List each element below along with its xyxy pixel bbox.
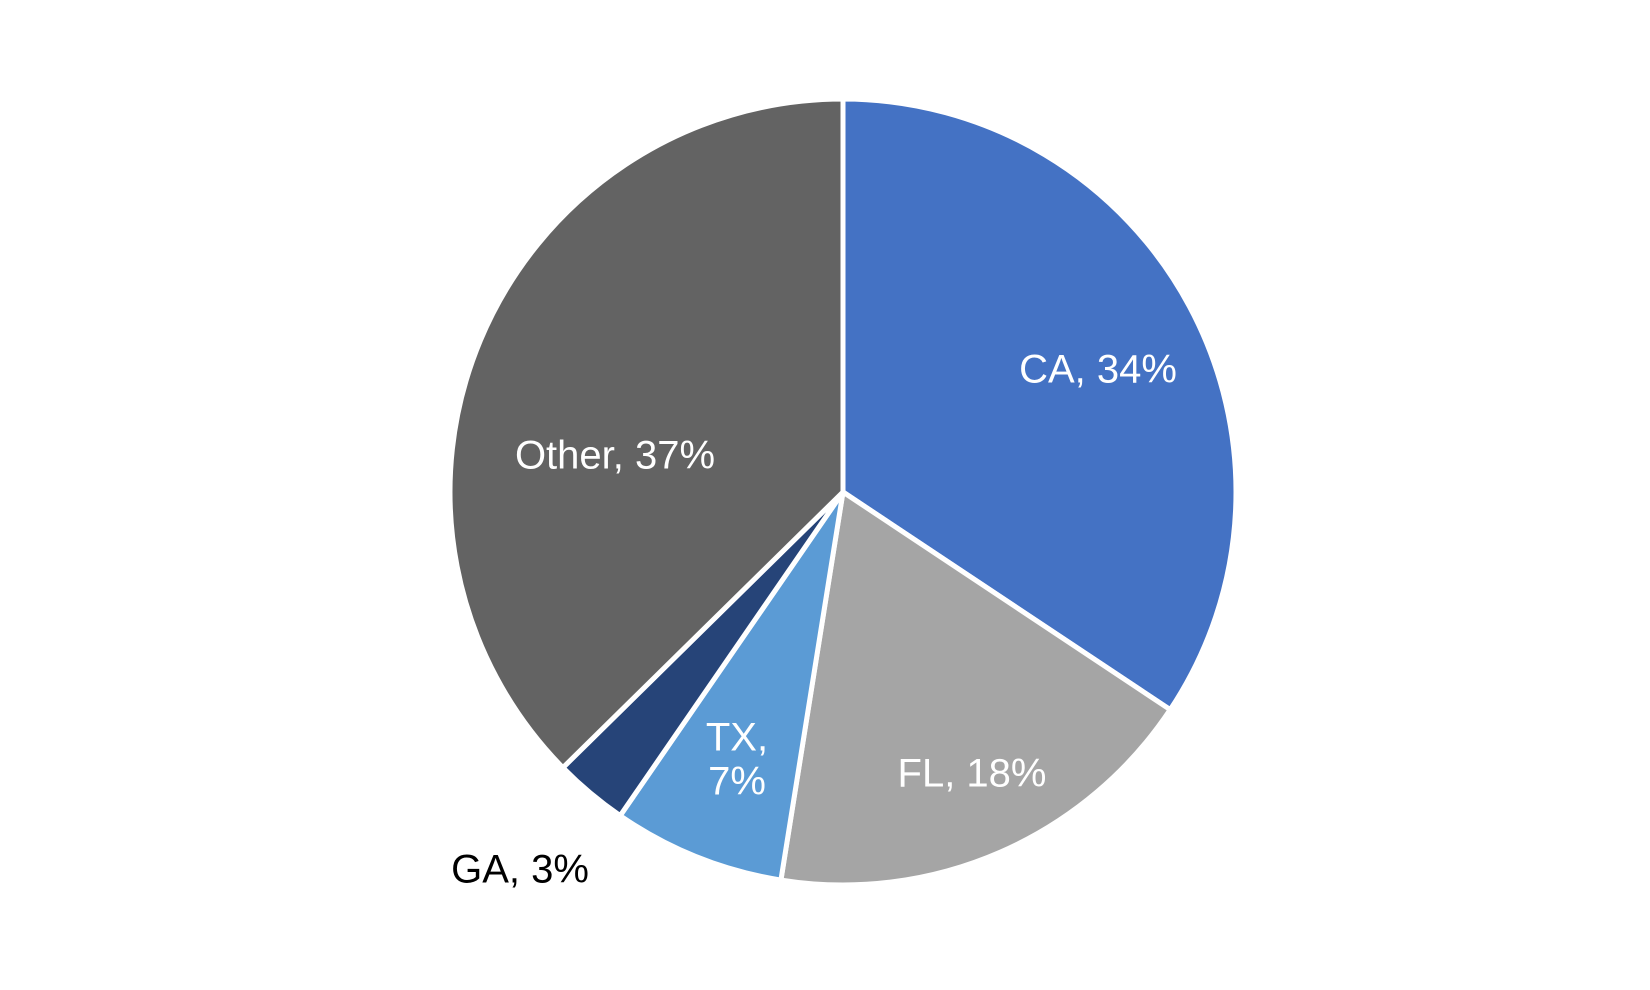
data-label-tx: TX, 7%: [706, 716, 768, 804]
pie-slices: [447, 96, 1239, 888]
pie-slice-fl: [778, 489, 1173, 888]
data-label-ga: GA, 3%: [451, 848, 589, 892]
data-label-other: Other, 37%: [515, 434, 715, 478]
data-label-fl: FL, 18%: [898, 752, 1047, 796]
data-label-ca: CA, 34%: [1019, 348, 1177, 392]
pie-slice-other: [447, 96, 846, 771]
pie-labels: CA, 34% FL, 18% TX, 7% GA, 3% Other, 37%: [451, 348, 1177, 892]
pie-slice-tx: [617, 489, 846, 883]
